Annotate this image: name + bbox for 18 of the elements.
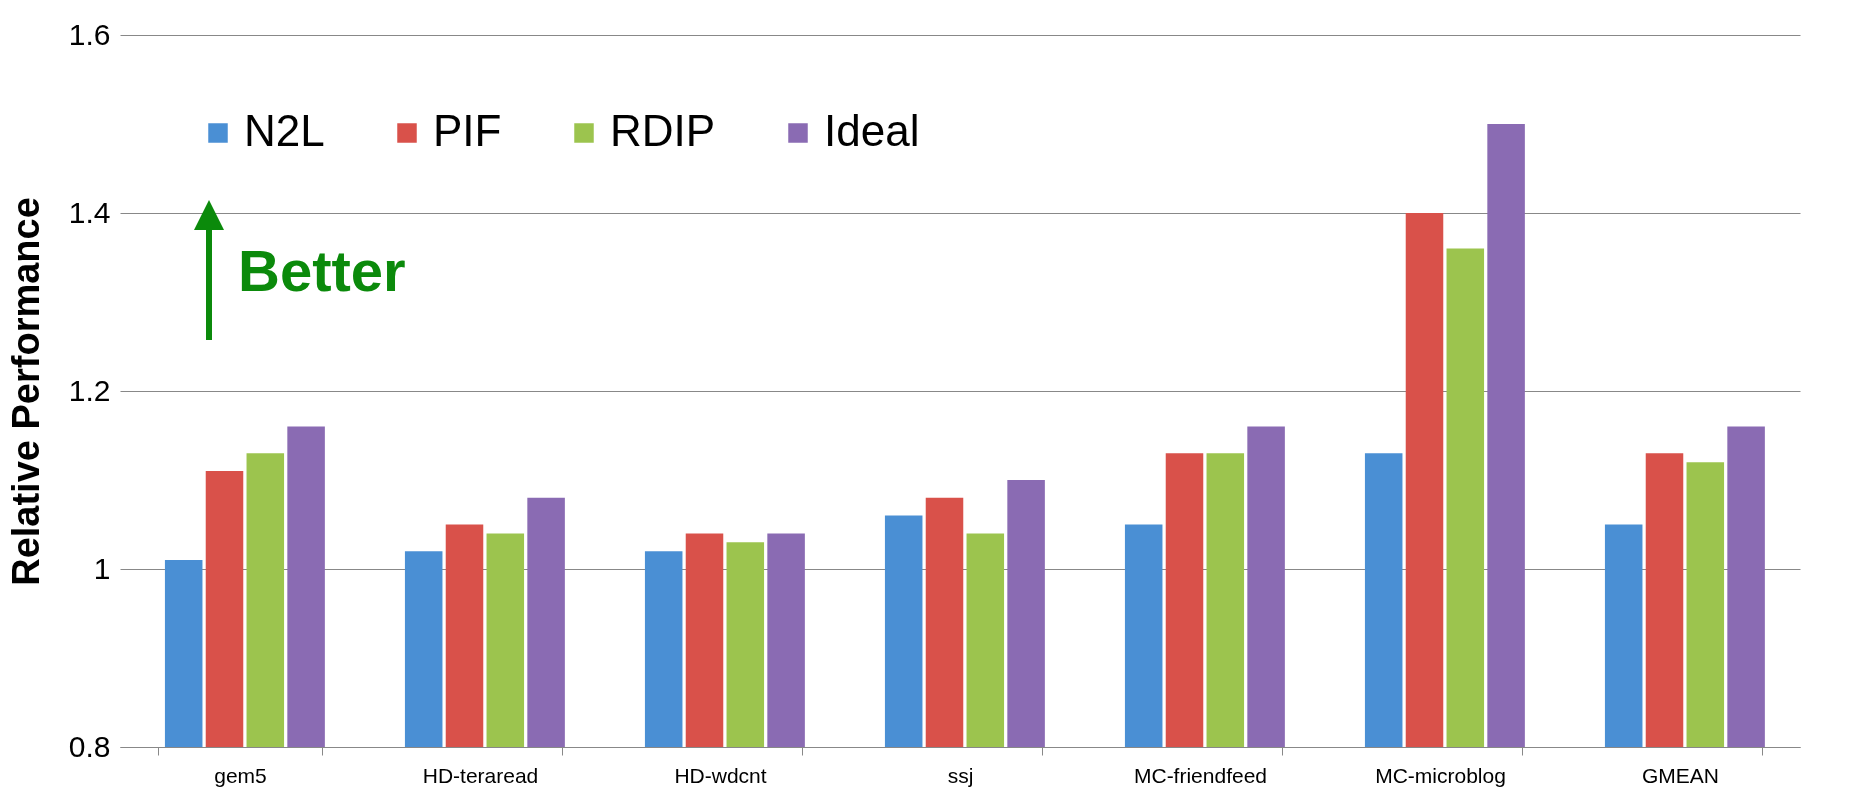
annotation: Better [238, 236, 406, 304]
legend-label: N2L [244, 106, 325, 155]
x-tick-label: MC-friendfeed [1133, 763, 1268, 787]
x-tick-label: ssj [947, 763, 974, 787]
x-tick-label: gem5 [214, 763, 267, 787]
x-tick-label: HD-teraread [422, 763, 539, 787]
legend-label: Ideal [824, 106, 920, 155]
y-axis-title: Relative Performance [4, 197, 47, 586]
y-tick-label: 1 [93, 551, 111, 585]
y-tick-label: 1.4 [68, 195, 111, 229]
x-tick-label: HD-wdcnt [674, 763, 767, 787]
legend-label: RDIP [610, 106, 716, 155]
x-tick-label: GMEAN [1641, 763, 1720, 787]
y-tick-label: 0.8 [68, 729, 111, 763]
y-tick-label: 1.6 [68, 17, 111, 51]
y-tick-label: 1.2 [68, 373, 111, 407]
legend-label: PIF [433, 106, 502, 155]
x-tick-label: MC-microblog [1375, 763, 1506, 787]
